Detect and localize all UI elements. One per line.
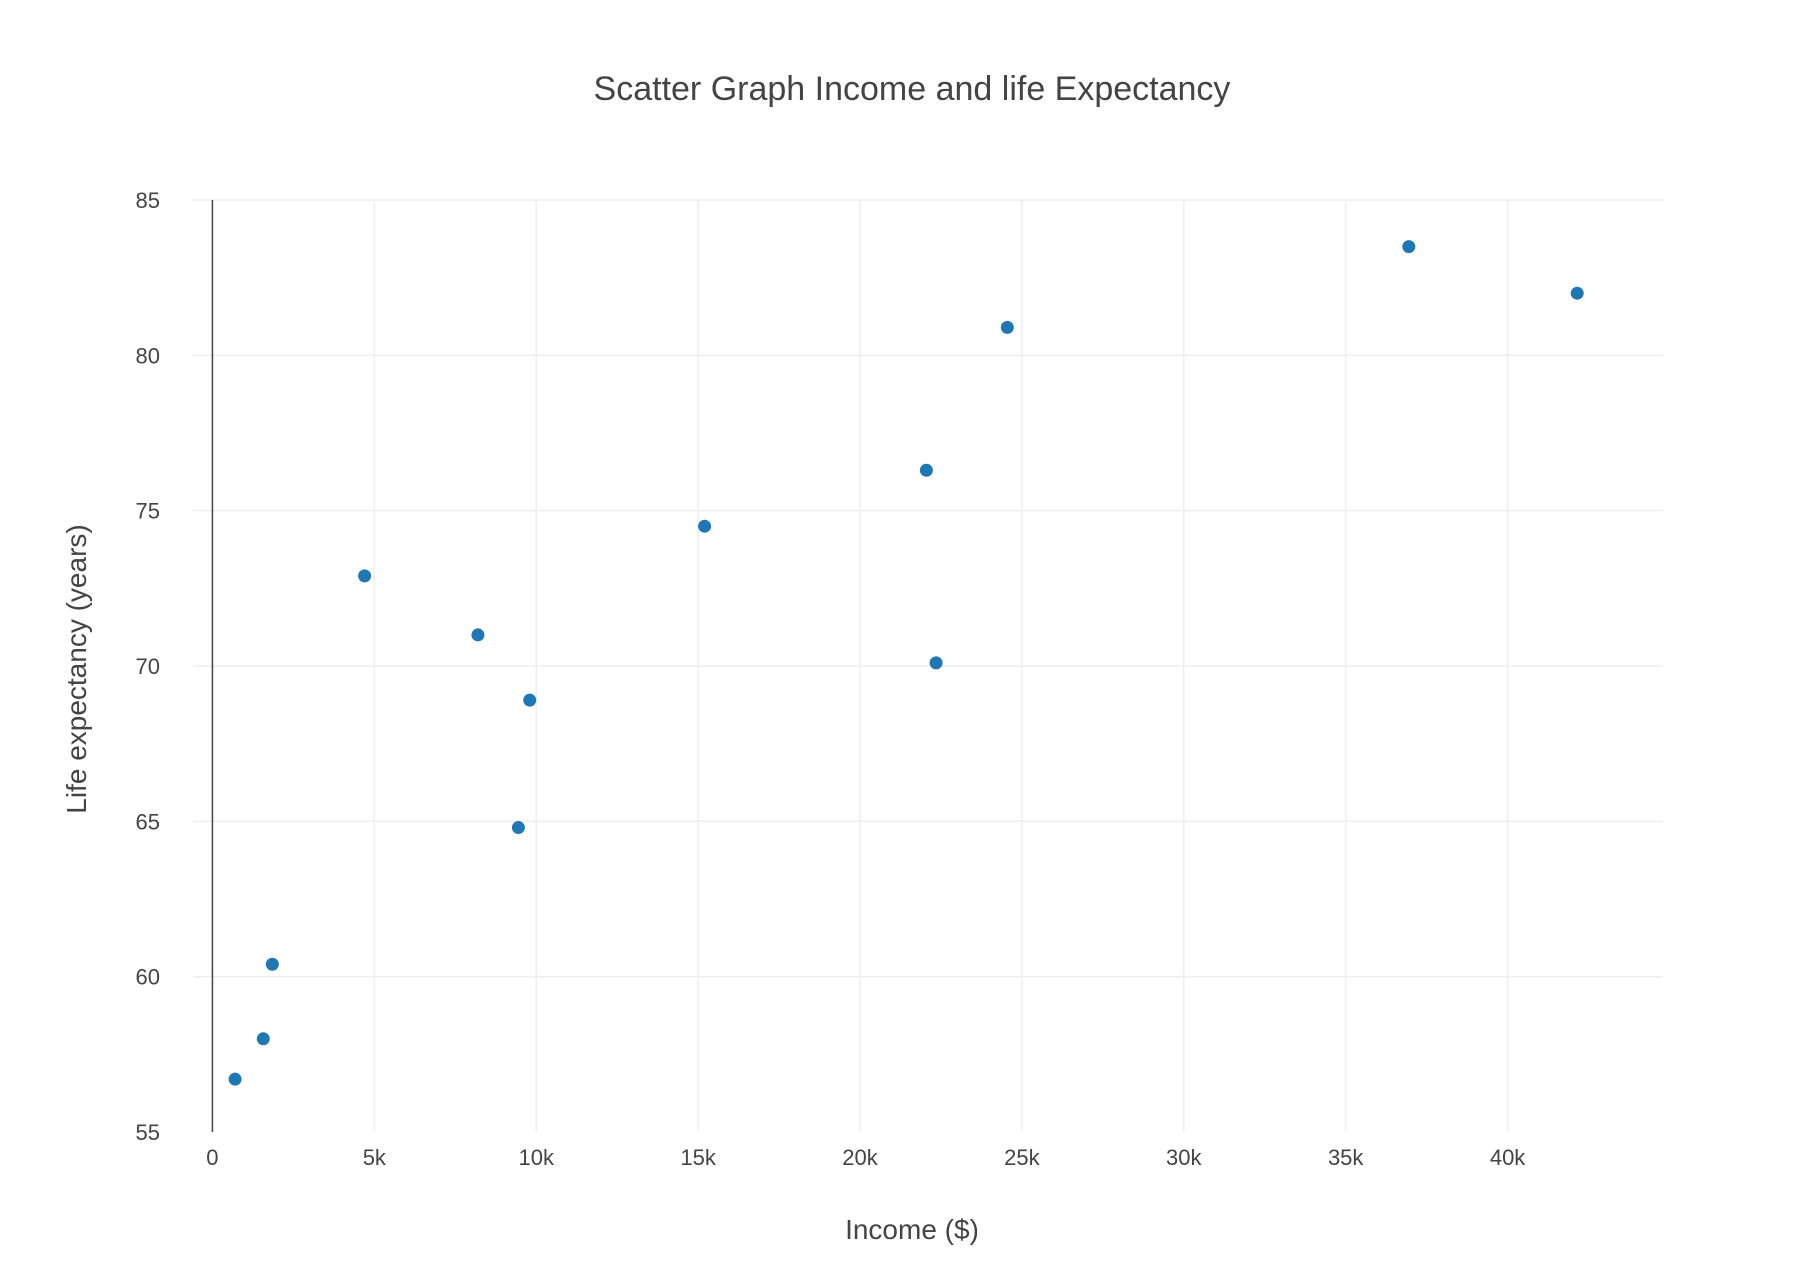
x-axis-title: Income ($) xyxy=(845,1214,979,1245)
y-axis-title: Life expectancy (years) xyxy=(61,524,92,813)
data-point[interactable] xyxy=(1570,286,1584,300)
x-tick-label: 20k xyxy=(842,1145,878,1170)
x-tick-label: 25k xyxy=(1004,1145,1040,1170)
x-tick-label: 35k xyxy=(1328,1145,1364,1170)
x-tick-label: 30k xyxy=(1166,1145,1202,1170)
x-tick-label: 40k xyxy=(1490,1145,1526,1170)
chart-title: Scatter Graph Income and life Expectancy xyxy=(594,70,1231,108)
data-point[interactable] xyxy=(228,1072,242,1086)
y-tick-label: 65 xyxy=(136,809,160,834)
y-tick-label: 60 xyxy=(136,965,160,990)
data-point[interactable] xyxy=(523,693,537,707)
data-point[interactable] xyxy=(1000,320,1014,334)
data-point[interactable] xyxy=(511,821,525,835)
y-tick-label: 70 xyxy=(136,654,160,679)
y-tick-label: 55 xyxy=(136,1120,160,1145)
data-point[interactable] xyxy=(265,957,279,971)
y-tick-label: 80 xyxy=(136,343,160,368)
data-point[interactable] xyxy=(256,1032,270,1046)
data-point[interactable] xyxy=(471,628,485,642)
data-point[interactable] xyxy=(358,569,372,583)
tick-labels-layer: 55 60 65 70 75 80 85 0 5k 10k 15k 20k 25k 30k 35k 40k xyxy=(136,188,1527,1170)
grid-layer xyxy=(193,199,1663,1132)
y-tick-label: 85 xyxy=(136,188,160,213)
data-point[interactable] xyxy=(1402,240,1416,254)
x-tick-label: 15k xyxy=(680,1145,716,1170)
data-point[interactable] xyxy=(929,656,943,670)
data-point[interactable] xyxy=(698,519,712,533)
x-tick-label: 0 xyxy=(206,1145,218,1170)
y-tick-label: 75 xyxy=(136,499,160,524)
data-point[interactable] xyxy=(919,463,933,477)
points-layer xyxy=(228,240,1584,1086)
x-tick-label: 10k xyxy=(518,1145,554,1170)
x-tick-label: 5k xyxy=(363,1145,387,1170)
